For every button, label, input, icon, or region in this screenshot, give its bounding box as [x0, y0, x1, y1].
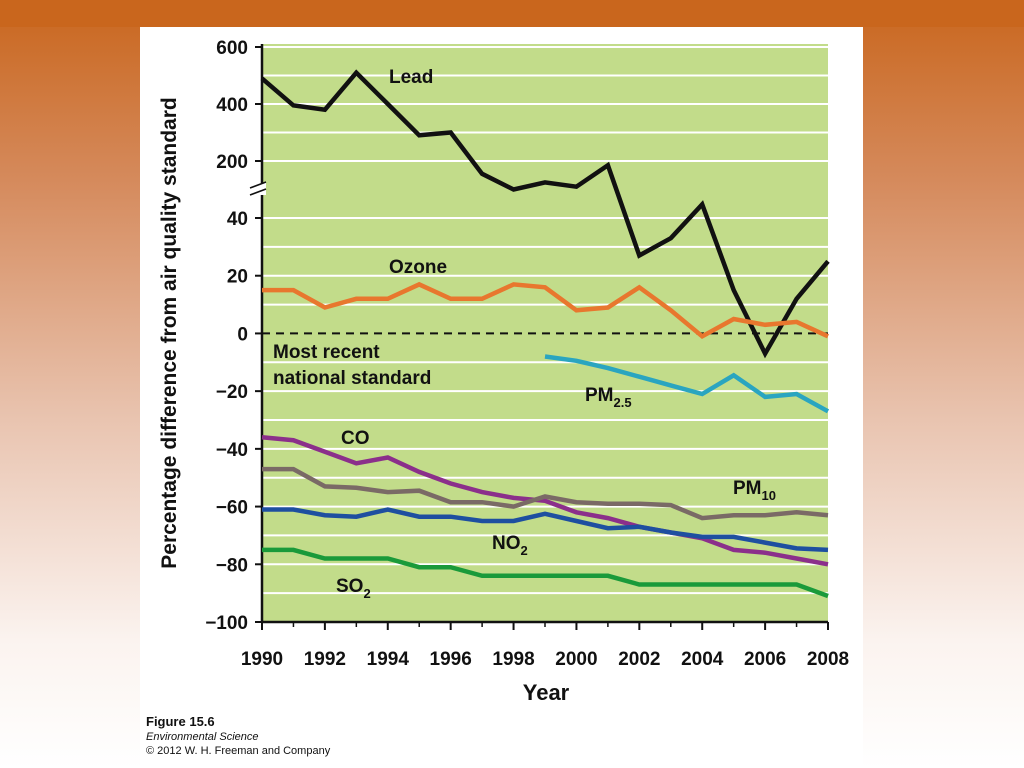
- x-tick-label: 2000: [555, 649, 597, 670]
- y-tick-label: −80: [216, 555, 248, 576]
- slide-top-band: [0, 0, 1024, 27]
- series-line-no2: [262, 507, 829, 553]
- series-line-pm10: [262, 466, 829, 521]
- x-axis-title: Year: [523, 680, 570, 705]
- x-tick-label: 1994: [367, 649, 410, 670]
- y-tick-label: −100: [205, 613, 248, 634]
- axis-break-mark: [249, 181, 267, 189]
- x-tick-label: 2002: [618, 649, 660, 670]
- y-tick-label: −40: [216, 440, 248, 461]
- figure-number: Figure 15.6: [146, 714, 215, 729]
- series-label-so2: SO2: [336, 576, 371, 601]
- y-axis-title: Percentage difference from air quality s…: [158, 97, 181, 568]
- y-tick-label: 40: [227, 209, 248, 230]
- series-label-no2: NO2: [492, 533, 528, 558]
- y-tick-label: 0: [237, 324, 248, 345]
- series-label-co: CO: [341, 428, 370, 449]
- y-tick-label: 400: [216, 95, 248, 116]
- reference-line-label: Most recent: [273, 342, 380, 363]
- series-label-lead: Lead: [389, 67, 433, 88]
- y-tick-label: 200: [216, 152, 248, 173]
- x-tick-label: 2008: [807, 649, 849, 670]
- y-tick-label: −20: [216, 382, 248, 403]
- series-line-lead: [260, 69, 830, 359]
- axis-break-mark: [249, 188, 267, 196]
- y-tick-label: −60: [216, 498, 248, 519]
- y-tick-label: 600: [216, 38, 248, 59]
- x-tick-label: 1996: [430, 649, 472, 670]
- series-label-ozone: Ozone: [389, 257, 447, 278]
- series-line-so2: [262, 547, 829, 599]
- series-line-ozone: [262, 281, 829, 340]
- book-title: Environmental Science: [146, 731, 259, 743]
- x-tick-label: 1998: [492, 649, 534, 670]
- x-tick-label: 1990: [241, 649, 283, 670]
- series-line-co: [261, 435, 829, 567]
- x-tick-label: 2004: [681, 649, 724, 670]
- series-label-pm2-5: PM2.5: [585, 385, 632, 410]
- copyright-line: © 2012 W. H. Freeman and Company: [146, 745, 331, 757]
- series-line-pm2-5: [544, 354, 830, 414]
- figure-caption: Figure 15.6 Environmental Science © 2012…: [146, 714, 546, 758]
- y-tick-label: 20: [227, 267, 248, 288]
- axis-break-gap: [248, 183, 266, 195]
- reference-line-label: national standard: [273, 368, 431, 389]
- x-tick-label: 2006: [744, 649, 786, 670]
- series-label-pm10: PM10: [733, 478, 776, 503]
- x-tick-label: 1992: [304, 649, 346, 670]
